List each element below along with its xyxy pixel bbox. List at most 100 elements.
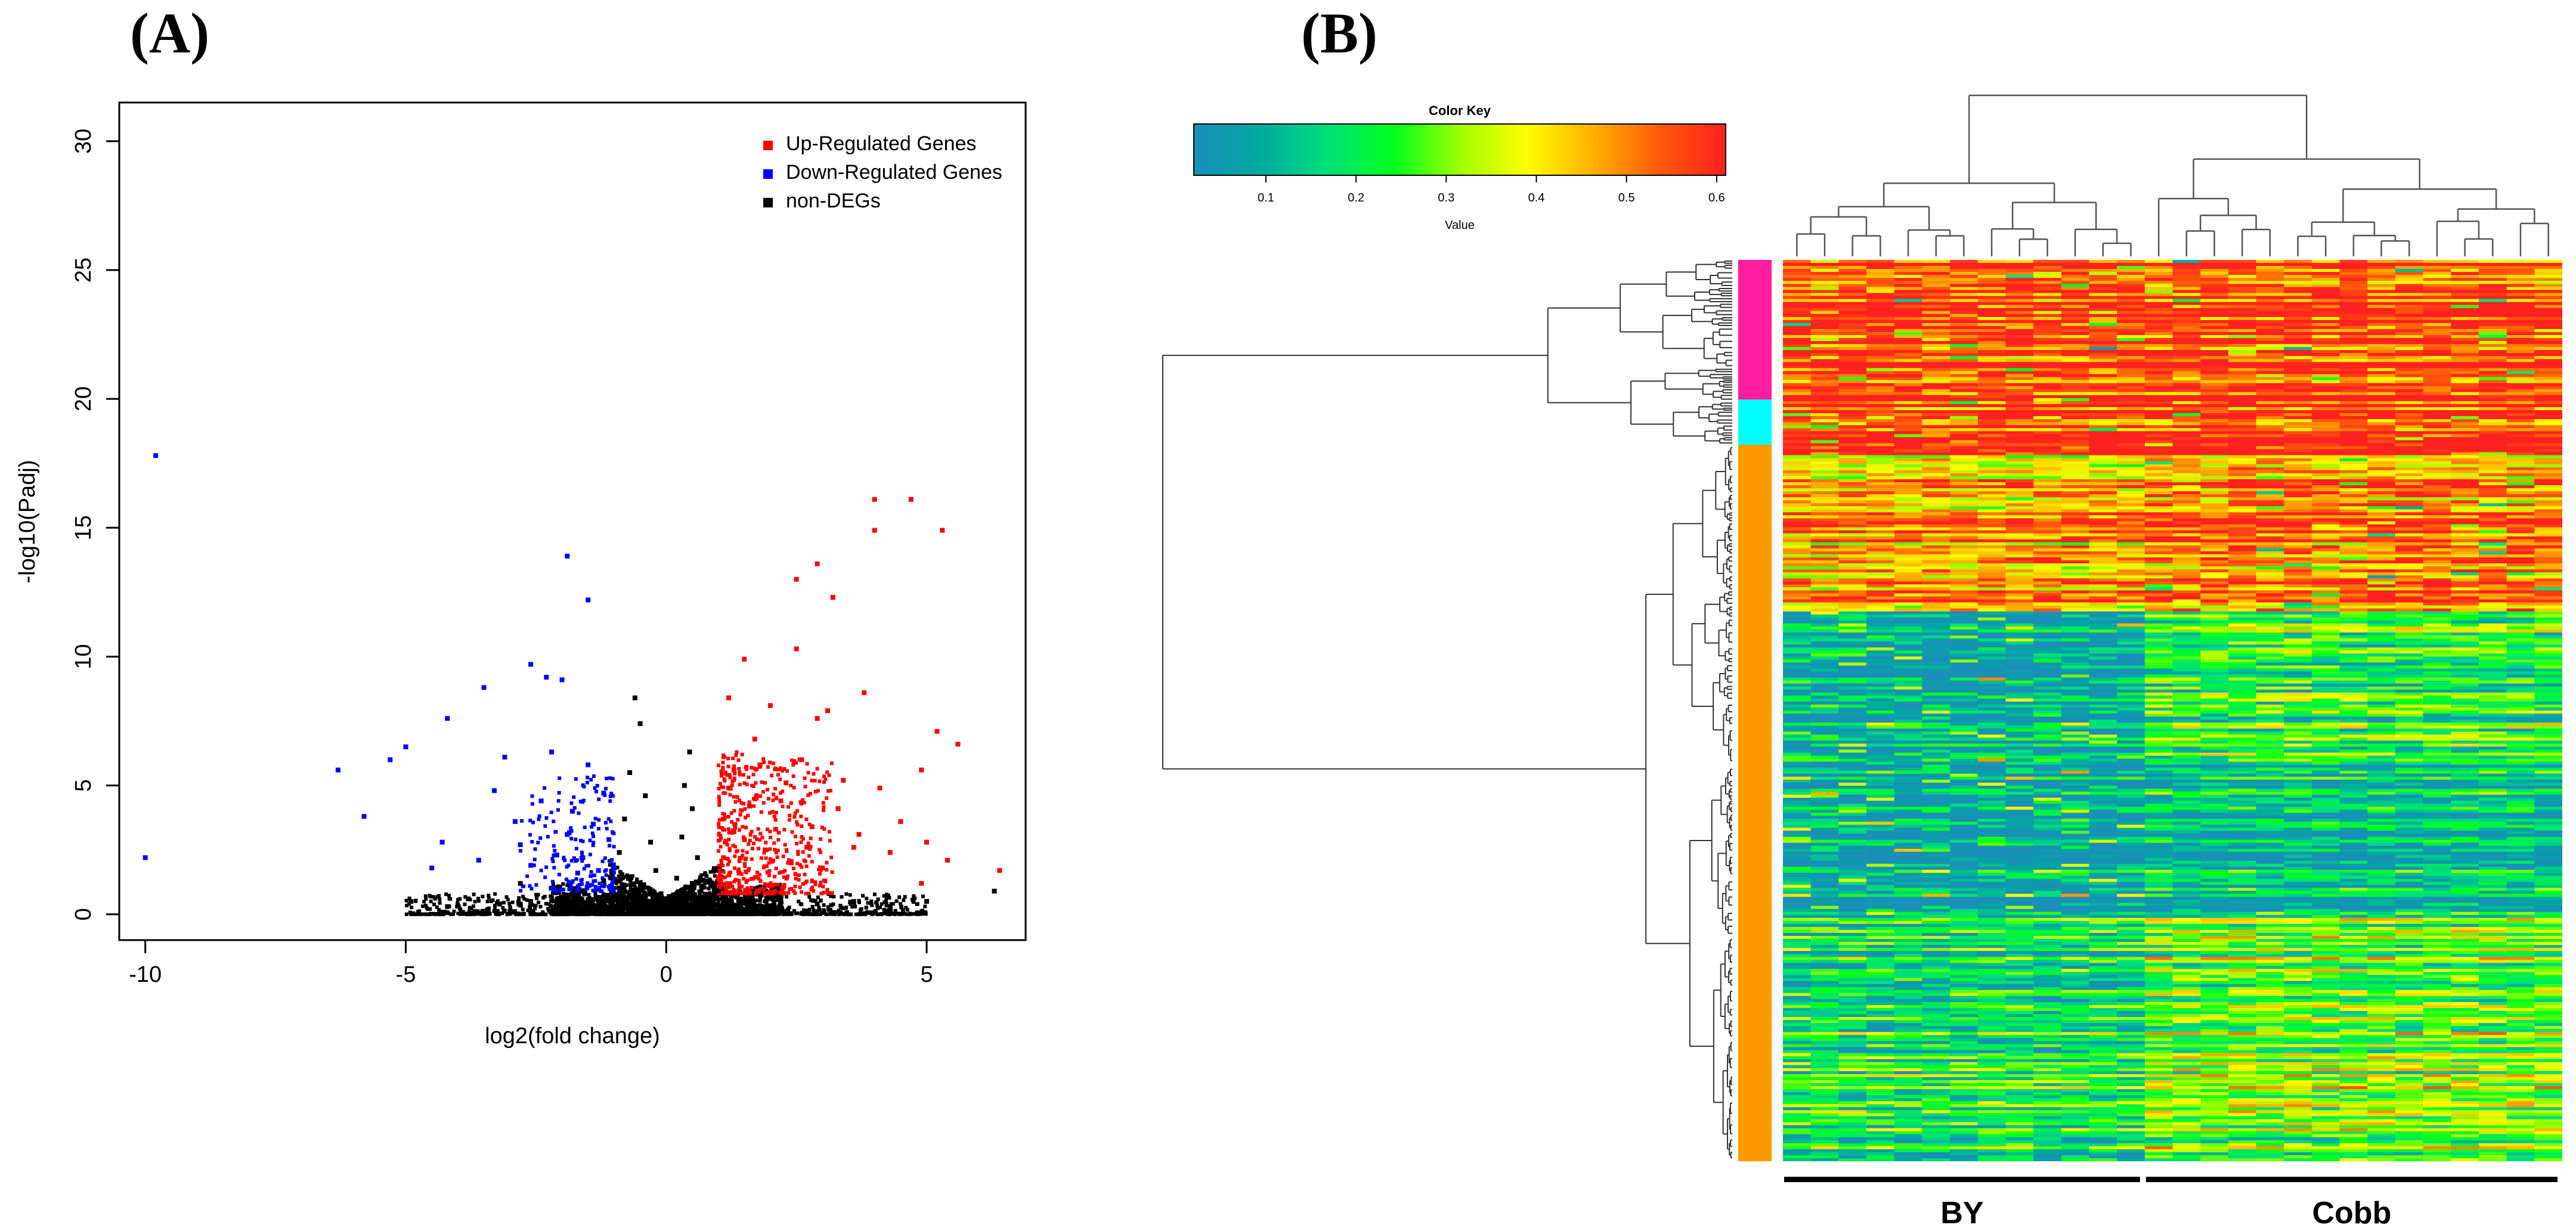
legend-entry: Up-Regulated Genes	[786, 132, 976, 155]
up-regulated-point	[721, 855, 726, 860]
down-regulated-point	[608, 844, 612, 848]
up-regulated-point	[786, 805, 790, 809]
non-deg-point	[641, 912, 645, 916]
non-deg-point	[832, 895, 836, 899]
non-deg-point	[613, 910, 617, 914]
up-regulated-point	[726, 827, 730, 831]
down-regulated-point	[589, 883, 593, 887]
non-deg-point	[863, 912, 868, 916]
up-regulated-point	[778, 871, 782, 875]
up-regulated-point	[727, 848, 732, 852]
up-regulated-point	[813, 790, 818, 794]
up-regulated-point	[826, 789, 831, 793]
non-deg-point	[891, 902, 895, 906]
non-deg-point	[750, 908, 754, 913]
non-deg-point	[551, 900, 555, 904]
up-regulated-point	[830, 595, 835, 600]
non-deg-point	[431, 895, 435, 899]
non-deg-point	[615, 892, 619, 897]
up-regulated-point	[736, 889, 741, 894]
non-deg-point	[632, 910, 636, 914]
non-deg-point	[734, 908, 738, 913]
non-deg-point	[792, 908, 796, 913]
non-deg-point	[726, 909, 730, 913]
up-regulated-point	[739, 801, 744, 805]
non-deg-point	[589, 897, 593, 901]
non-deg-point	[547, 902, 551, 906]
up-regulated-point	[751, 773, 756, 777]
non-deg-point	[591, 899, 595, 903]
up-regulated-point	[722, 870, 726, 874]
up-regulated-point	[770, 773, 774, 777]
non-deg-point	[919, 909, 924, 913]
non-deg-point	[573, 897, 577, 901]
up-regulated-point	[742, 656, 747, 662]
non-deg-point	[510, 900, 515, 904]
up-regulated-point	[730, 884, 735, 888]
non-deg-point	[416, 910, 420, 914]
non-deg-point	[878, 906, 882, 910]
non-deg-point	[697, 889, 701, 894]
non-deg-point	[776, 885, 781, 889]
non-deg-point	[665, 900, 669, 904]
down-regulated-point	[519, 889, 523, 893]
non-deg-point	[711, 870, 716, 874]
non-deg-point	[584, 900, 589, 904]
up-regulated-point	[720, 876, 724, 880]
legend-swatch	[763, 198, 773, 207]
non-deg-point	[646, 892, 651, 897]
non-deg-point	[609, 904, 613, 908]
up-regulated-point	[728, 890, 732, 894]
up-regulated-point	[803, 860, 807, 864]
non-deg-point	[429, 900, 433, 904]
non-deg-point	[457, 904, 461, 908]
up-regulated-point	[767, 883, 771, 887]
non-deg-point	[646, 911, 651, 915]
non-deg-point	[583, 903, 587, 907]
up-regulated-point	[731, 767, 736, 773]
up-regulated-point	[781, 804, 785, 808]
up-regulated-point	[784, 780, 789, 786]
non-deg-point	[875, 903, 880, 907]
non-deg-point	[763, 899, 767, 903]
non-deg-point	[696, 907, 700, 911]
up-regulated-point	[766, 870, 770, 875]
down-regulated-point	[566, 879, 571, 883]
up-regulated-point	[726, 857, 730, 861]
non-deg-point	[735, 895, 739, 899]
down-regulated-point	[605, 827, 609, 831]
up-regulated-point	[719, 836, 723, 841]
non-deg-point	[584, 907, 589, 911]
non-deg-point	[747, 912, 751, 916]
up-regulated-point	[718, 886, 722, 890]
up-regulated-point	[760, 836, 764, 840]
non-deg-point	[778, 909, 782, 913]
up-regulated-point	[735, 849, 739, 853]
down-regulated-point	[586, 776, 590, 780]
up-regulated-point	[803, 776, 807, 780]
down-regulated-point	[588, 838, 592, 842]
up-regulated-point	[773, 827, 778, 832]
up-regulated-point	[782, 827, 787, 832]
up-regulated-point	[737, 859, 741, 863]
non-deg-point	[405, 903, 409, 907]
non-deg-point	[752, 907, 756, 911]
non-deg-point	[687, 906, 691, 910]
non-deg-point	[655, 904, 659, 908]
non-deg-point	[684, 904, 688, 908]
non-deg-point	[656, 894, 660, 898]
up-regulated-point	[781, 789, 785, 793]
up-regulated-point	[717, 787, 721, 791]
down-regulated-point	[544, 675, 549, 680]
non-deg-point	[709, 882, 713, 886]
up-regulated-point	[734, 878, 738, 882]
down-regulated-point	[536, 841, 540, 845]
up-regulated-point	[726, 863, 730, 867]
non-deg-point	[851, 899, 856, 904]
up-regulated-point	[763, 781, 767, 785]
up-regulated-point	[754, 781, 758, 785]
up-regulated-point	[822, 774, 826, 779]
down-regulated-point	[530, 886, 534, 891]
non-deg-point	[723, 912, 727, 916]
